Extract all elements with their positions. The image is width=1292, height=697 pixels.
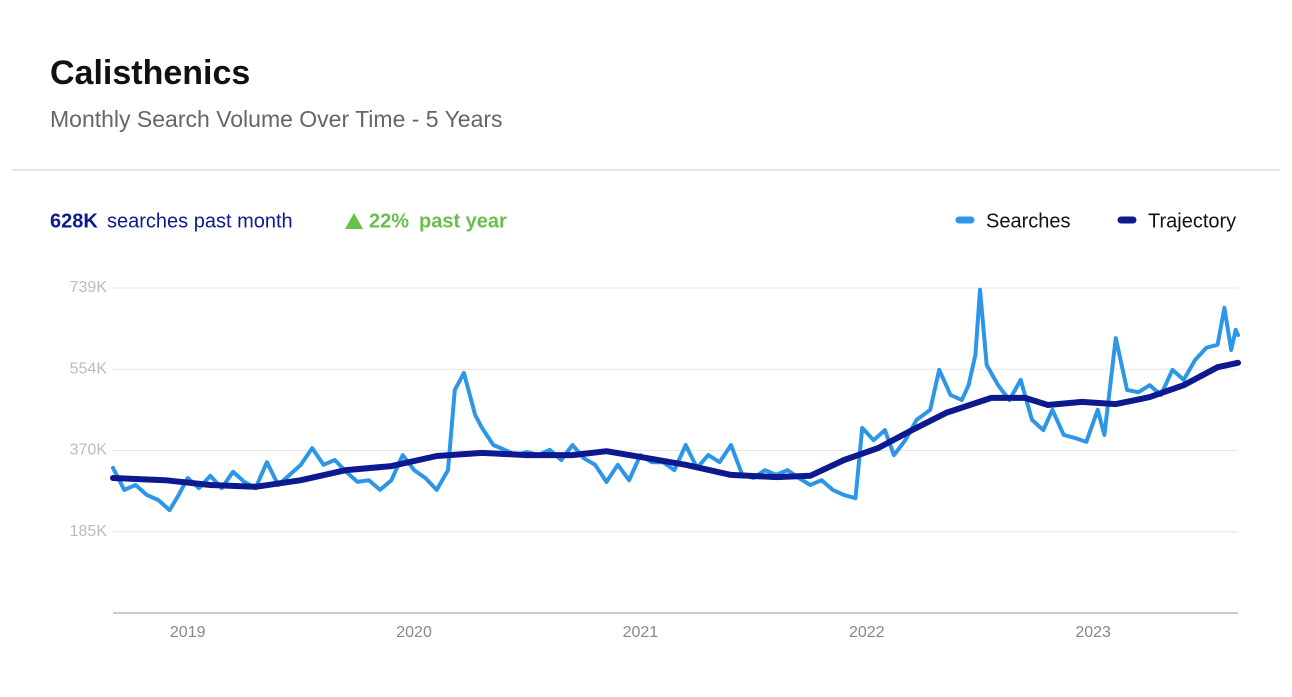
x-tick-label: 2020 [396, 624, 432, 641]
change-text: past year [419, 210, 507, 232]
y-tick-label: 739K [70, 279, 108, 296]
summary-value: 628K [50, 210, 98, 232]
x-tick-label: 2019 [170, 624, 206, 641]
x-tick-label: 2022 [849, 624, 885, 641]
y-tick-label: 554K [70, 360, 108, 377]
change-value: 22% [369, 210, 409, 232]
y-tick-label: 370K [70, 442, 108, 459]
series-line [110, 359, 1241, 490]
chart-title: Calisthenics [50, 54, 250, 92]
y-tick-label: 185K [70, 523, 108, 540]
legend-label: Trajectory [1148, 210, 1236, 232]
x-tick-label: 2023 [1075, 624, 1111, 641]
x-tick-label: 2021 [623, 624, 659, 641]
up-arrow [345, 213, 363, 229]
legend-label: Searches [986, 210, 1071, 232]
summary-text: searches past month [107, 210, 293, 232]
series-line [111, 287, 1240, 513]
chart-subtitle: Monthly Search Volume Over Time - 5 Year… [50, 106, 503, 132]
